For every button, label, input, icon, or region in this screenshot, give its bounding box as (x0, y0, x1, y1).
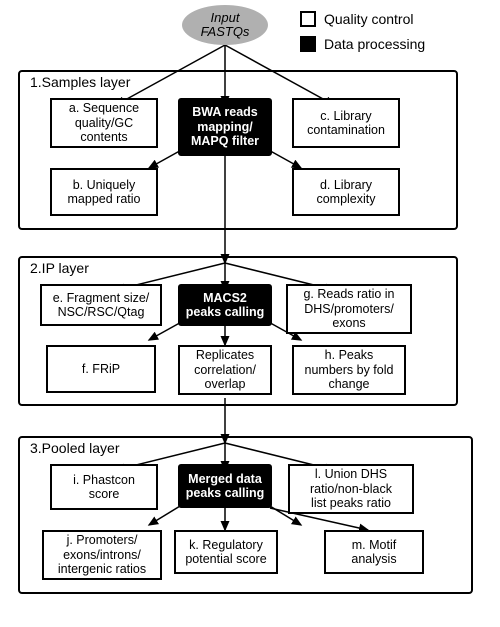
node-h-label: h. Peaks numbers by fold change (305, 348, 394, 391)
node-k: k. Regulatory potential score (174, 530, 278, 574)
legend-qc-label: Quality control (324, 11, 413, 27)
legend-dp-label: Data processing (324, 36, 425, 52)
macs2-block: MACS2 peaks calling (178, 284, 272, 326)
node-e: e. Fragment size/ NSC/RSC/Qtag (40, 284, 162, 326)
node-c: c. Library contamination (292, 98, 400, 148)
node-j-label: j. Promoters/ exons/introns/ intergenic … (58, 533, 146, 576)
node-j: j. Promoters/ exons/introns/ intergenic … (42, 530, 162, 580)
node-h: h. Peaks numbers by fold change (292, 345, 406, 395)
node-a: a. Sequence quality/GC contents (50, 98, 158, 148)
legend-qc-swatch (300, 11, 316, 27)
layer-samples-label: 1.Samples layer (28, 74, 132, 90)
node-d: d. Library complexity (292, 168, 400, 216)
node-c-label: c. Library contamination (307, 109, 385, 138)
input-oval: Input FASTQs (182, 5, 268, 45)
node-f-label: f. FRiP (82, 362, 120, 376)
layer-pooled-label: 3.Pooled layer (28, 440, 122, 456)
node-a-label: a. Sequence quality/GC contents (69, 101, 139, 144)
node-g: g. Reads ratio in DHS/promoters/ exons (286, 284, 412, 334)
node-l-label: l. Union DHS ratio/non-black list peaks … (310, 467, 392, 510)
legend-dp-swatch (300, 36, 316, 52)
bwa-label: BWA reads mapping/ MAPQ filter (191, 105, 259, 148)
node-m: m. Motif analysis (324, 530, 424, 574)
node-b: b. Uniquely mapped ratio (50, 168, 158, 216)
node-i: i. Phastcon score (50, 464, 158, 510)
node-k-label: k. Regulatory potential score (185, 538, 266, 567)
node-g-label: g. Reads ratio in DHS/promoters/ exons (303, 287, 394, 330)
node-b-label: b. Uniquely mapped ratio (68, 178, 141, 207)
layer-ip-label: 2.IP layer (28, 260, 91, 276)
node-m-label: m. Motif analysis (351, 538, 396, 567)
node-d-label: d. Library complexity (316, 178, 375, 207)
legend-dp: Data processing (300, 36, 425, 52)
node-l: l. Union DHS ratio/non-black list peaks … (288, 464, 414, 514)
macs2-label: MACS2 peaks calling (186, 291, 265, 320)
node-e-label: e. Fragment size/ NSC/RSC/Qtag (53, 291, 150, 320)
bwa-block: BWA reads mapping/ MAPQ filter (178, 98, 272, 156)
node-i-label: i. Phastcon score (73, 473, 135, 502)
merged-block: Merged data peaks calling (178, 464, 272, 508)
input-label: Input FASTQs (201, 11, 250, 40)
node-rep: Replicates correlation/ overlap (178, 345, 272, 395)
legend-qc: Quality control (300, 11, 413, 27)
node-rep-label: Replicates correlation/ overlap (194, 348, 256, 391)
node-f: f. FRiP (46, 345, 156, 393)
merged-label: Merged data peaks calling (186, 472, 265, 501)
